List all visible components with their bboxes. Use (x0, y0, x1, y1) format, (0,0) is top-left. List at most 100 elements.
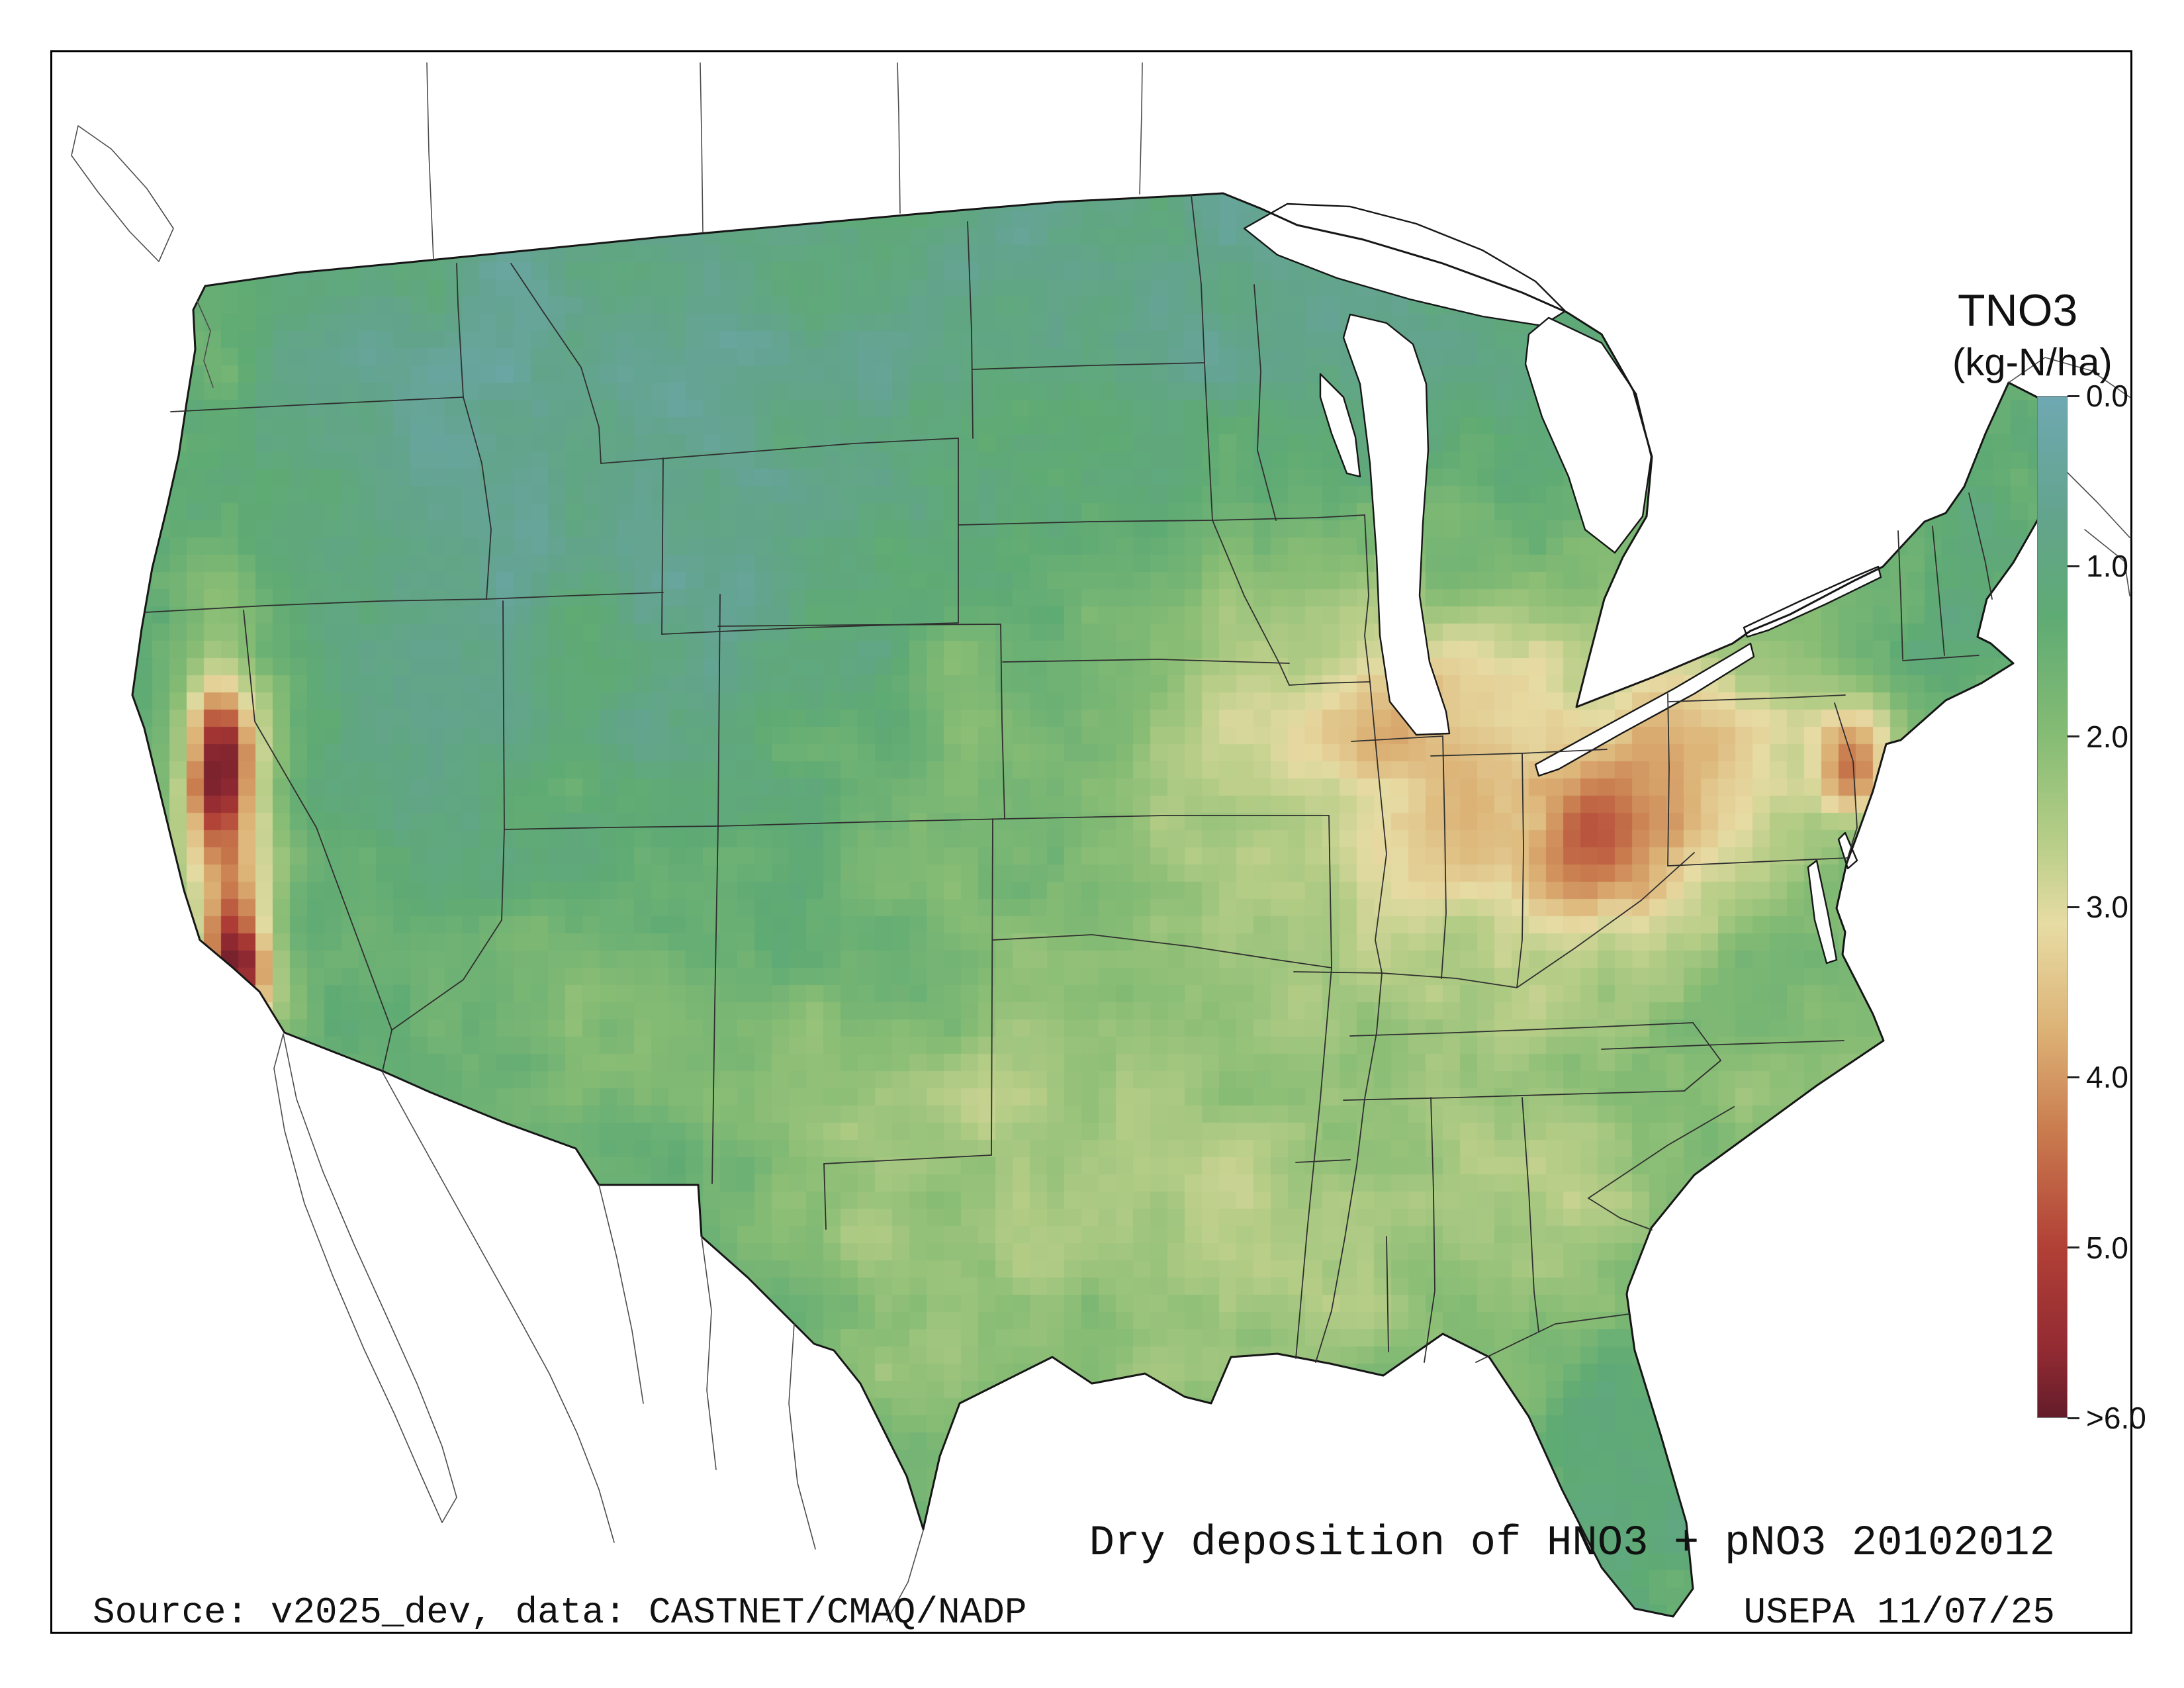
foreign-boundary-line (598, 1184, 644, 1404)
foreign-boundary-line (273, 1033, 457, 1523)
legend-tick-mark (2068, 395, 2079, 397)
state-boundary-line (510, 263, 602, 464)
foreign-boundary-line (197, 301, 214, 388)
state-boundary-line (463, 397, 492, 600)
state-boundary-line (1000, 624, 1005, 820)
legend-tick-mark (2068, 906, 2079, 908)
map-title: Dry deposition of HNO3 + pNO3 20102012 (1089, 1520, 2055, 1568)
state-boundary-line (1441, 735, 1447, 979)
state-boundary-line (1295, 1159, 1351, 1163)
state-boundary-line (1349, 1022, 1694, 1037)
legend-tick-label: 2.0 (2086, 719, 2128, 754)
legend-tick: 3.0 (2068, 890, 2128, 924)
legend-tick: 5.0 (2068, 1230, 2128, 1265)
foreign-boundary-line (426, 62, 434, 261)
legend-tick-label: 4.0 (2086, 1060, 2128, 1095)
great-lake-shape (1807, 859, 1838, 964)
state-boundary-line (823, 1154, 992, 1164)
legend-tick-label: >6.0 (2086, 1401, 2146, 1435)
state-boundary-line (1328, 815, 1332, 968)
foreign-boundary-line (2008, 357, 2130, 398)
foreign-boundary-line (1139, 62, 1143, 195)
legend-tick-label: 3.0 (2086, 890, 2128, 924)
state-boundary-line (145, 598, 487, 613)
state-boundary-line (1004, 815, 1330, 820)
foreign-boundary-line (701, 1236, 717, 1470)
great-lake-shape (1534, 642, 1755, 777)
state-boundary-line (958, 520, 1213, 526)
great-lake-shape (1837, 831, 1858, 870)
state-boundary-line (391, 829, 505, 1031)
state-boundary-line (1968, 492, 1993, 600)
state-boundary-line (1204, 362, 1213, 521)
legend-tick-label: 0.0 (2086, 379, 2128, 413)
legend-colorbar (2037, 396, 2068, 1418)
state-boundary-line (1684, 1022, 1721, 1092)
state-boundary-line (600, 438, 959, 464)
state-boundary-line (1381, 852, 1695, 988)
state-boundary-line (170, 397, 464, 412)
state-boundary-line (823, 1163, 827, 1230)
state-boundary-line (1002, 659, 1290, 664)
foreign-boundary-line (2066, 471, 2130, 538)
state-boundary-line (1212, 514, 1365, 521)
state-boundary-line (1932, 526, 1945, 656)
state-boundary-line (502, 600, 505, 830)
foreign-boundary-line (886, 1530, 924, 1621)
state-boundary-line (1343, 1090, 1685, 1101)
state-boundary-line (1295, 967, 1332, 1359)
state-boundary-line (382, 1029, 392, 1072)
state-boundary-line (1253, 284, 1277, 521)
state-boundary-line (1902, 655, 1979, 661)
agency-date-text: USEPA 11/07/25 (1743, 1591, 2055, 1634)
state-boundary-line (1191, 195, 1205, 363)
state-boundary-line (1667, 857, 1848, 867)
great-lake-shape (1319, 373, 1361, 478)
foreign-boundary-line (788, 1323, 816, 1550)
legend-tick-labels: 0.0 1.0 2.0 3.0 4.0 5.0 >6.0 (2068, 379, 2184, 1435)
state-boundary-line (243, 610, 392, 1031)
foreign-boundary-line (382, 1072, 615, 1543)
state-boundary-line (1293, 971, 1383, 974)
state-boundary-line (1424, 1097, 1435, 1363)
legend-tick: 1.0 (2068, 549, 2128, 584)
state-boundary-line (1475, 1313, 1630, 1363)
state-boundary-line (456, 263, 464, 398)
legend-tick-mark (2068, 1417, 2079, 1419)
us-border-outline (131, 192, 2068, 1618)
state-boundary-line (1601, 1040, 1844, 1050)
state-boundary-line (1834, 702, 1858, 863)
state-boundary-line (972, 362, 1205, 370)
state-boundary-line (504, 825, 719, 830)
state-boundary-line (1668, 694, 1846, 702)
state-boundary-line (991, 818, 993, 1156)
legend-tick-mark (2068, 1076, 2079, 1078)
source-text: Source: v2025_dev, data: CASTNET/CMAQ/NA… (93, 1591, 1027, 1634)
state-boundary-line (1212, 520, 1290, 686)
legend-tick: 2.0 (2068, 719, 2128, 754)
legend-tick-label: 1.0 (2086, 549, 2128, 584)
state-boundary-line (1667, 693, 1670, 867)
state-boundary-line (1369, 681, 1387, 974)
legend-tick-label: 5.0 (2086, 1230, 2128, 1265)
legend-tick-mark (2068, 735, 2079, 738)
state-boundary-line (717, 624, 1001, 627)
state-boundary-line (1351, 735, 1443, 742)
foreign-boundary-line (2084, 529, 2130, 596)
state-boundary-line (711, 825, 719, 1184)
state-boundary-line (1289, 681, 1371, 686)
legend-units-label: (kg-N/ha) (1952, 341, 2113, 384)
great-lake-shape (1342, 313, 1451, 736)
state-boundary-line (1516, 753, 1524, 988)
state-boundary-line (1315, 972, 1383, 1363)
legend-tick: >6.0 (2068, 1401, 2146, 1435)
state-boundary-line (486, 592, 664, 600)
foreign-boundary-line (700, 62, 704, 232)
state-boundary-line (992, 934, 1332, 968)
great-lake-shape (1524, 316, 1653, 554)
legend-tick: 0.0 (2068, 379, 2128, 413)
foreign-boundary-line (897, 62, 901, 214)
state-boundary-line (967, 221, 974, 439)
